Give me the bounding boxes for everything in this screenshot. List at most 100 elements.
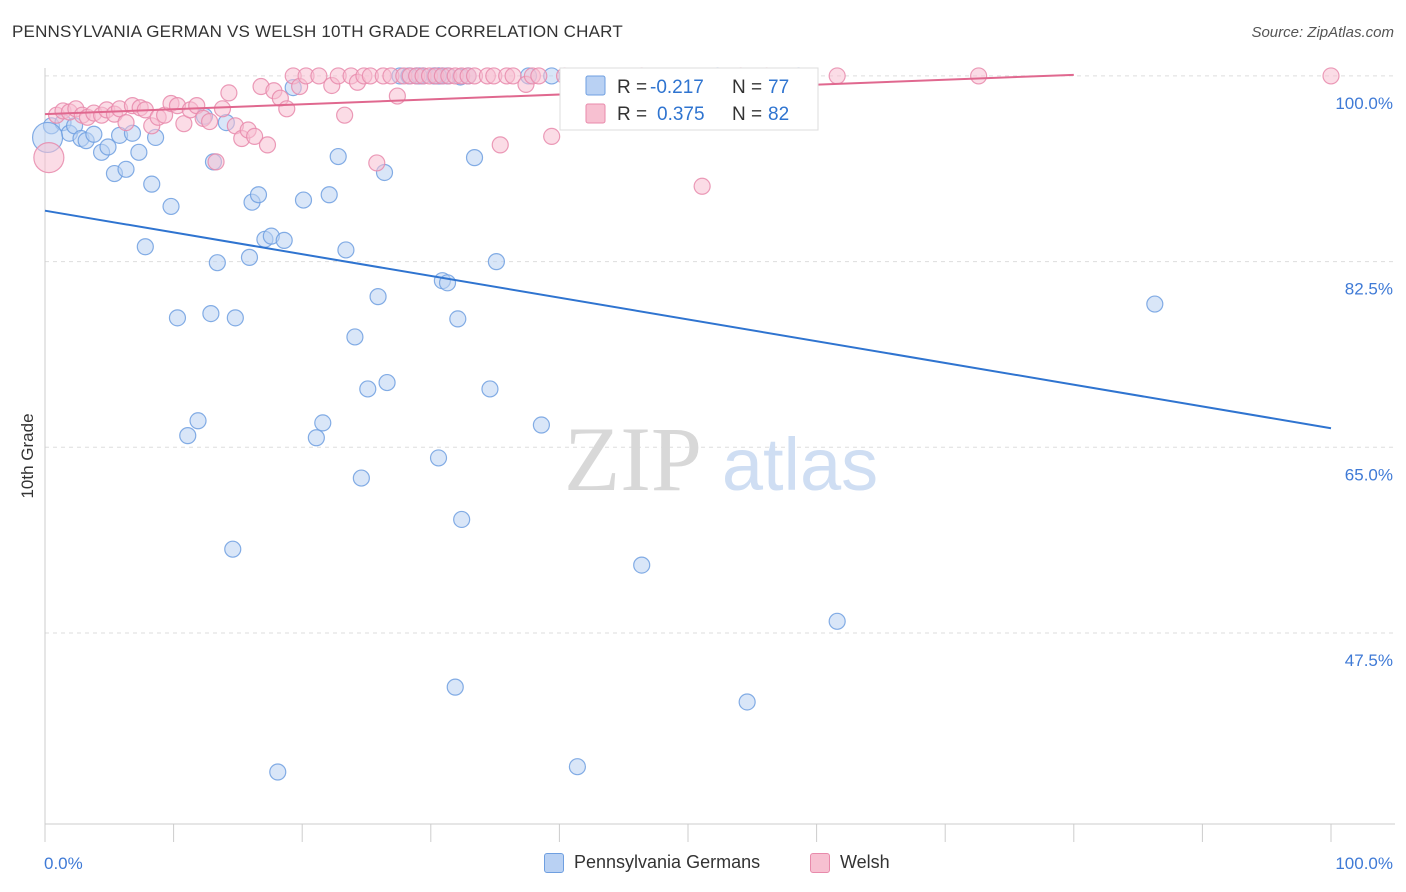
pennsylvania-trend-line xyxy=(44,209,1332,430)
welsh-point-81 xyxy=(1322,67,1340,85)
welsh-trend-line xyxy=(44,73,1074,116)
legend-item-welsh[interactable]: Welsh xyxy=(810,852,890,873)
welsh-point-73 xyxy=(543,127,561,145)
welsh-point-69 xyxy=(504,67,522,85)
pennsylvania-point-65 xyxy=(449,310,467,328)
legend-swatch-welsh xyxy=(810,852,830,873)
legend-label-pennsylvania: Pennsylvania Germans xyxy=(574,852,761,872)
tick-labels: 100.0% 82.5% 65.0% 47.5% 0.0% 100.0% xyxy=(44,94,1393,873)
grid-lines xyxy=(45,75,1395,634)
pennsylvania-point-79 xyxy=(1146,295,1164,313)
pennsylvania-point-78 xyxy=(828,612,846,630)
stats-n-value-welsh: 82 xyxy=(768,104,789,125)
welsh-point-41 xyxy=(310,67,328,85)
pennsylvania-point-21 xyxy=(189,412,207,430)
pennsylvania-point-64 xyxy=(446,678,464,696)
pennsylvania-point-19 xyxy=(202,305,220,323)
pennsylvania-point-6 xyxy=(85,125,103,143)
pennsylvania-point-34 xyxy=(275,231,293,249)
welsh-point-25 xyxy=(201,112,219,131)
legend-label-welsh: Welsh xyxy=(840,852,890,872)
y-tick-label-1: 82.5% xyxy=(1345,280,1393,299)
y-tick-label-3: 47.5% xyxy=(1345,651,1393,670)
welsh-point-34 xyxy=(258,136,277,154)
pennsylvania-point-16 xyxy=(136,238,154,256)
pennsylvania-point-28 xyxy=(240,248,259,266)
pennsylvania-point-69 xyxy=(487,253,505,271)
pennsylvania-point-40 xyxy=(329,147,347,166)
pennsylvania-point-26 xyxy=(226,309,244,327)
stats-r-label-pennsylvania: R = xyxy=(617,77,647,98)
series-legend: Pennsylvania Germans Welsh xyxy=(0,852,1406,876)
pennsylvania-point-42 xyxy=(346,328,364,346)
welsh-point-67 xyxy=(491,136,509,154)
welsh-point-0 xyxy=(33,142,65,174)
pennsylvania-point-67 xyxy=(465,149,484,167)
axes xyxy=(44,68,1395,842)
stats-swatch-welsh xyxy=(585,103,606,124)
y-tick-label-2: 65.0% xyxy=(1345,465,1393,484)
stats-n-value-pennsylvania: 77 xyxy=(768,77,789,98)
welsh-point-76 xyxy=(693,177,711,195)
pennsylvania-point-76 xyxy=(738,693,756,711)
welsh-point-12 xyxy=(117,114,135,132)
chart-title: PENNSYLVANIA GERMAN VS WELSH 10TH GRADE … xyxy=(12,22,623,41)
legend-swatch-pennsylvania xyxy=(544,852,564,873)
pennsylvania-point-27 xyxy=(224,540,242,558)
source-label: Source: ZipAtlas.com xyxy=(1251,24,1394,41)
pennsylvania-point-43 xyxy=(352,469,370,487)
y-tick-label-0: 100.0% xyxy=(1335,94,1393,113)
pennsylvania-point-71 xyxy=(532,416,550,434)
pennsylvania-point-36 xyxy=(294,191,313,209)
stats-r-label-welsh: R = xyxy=(617,104,647,125)
welsh-point-44 xyxy=(336,106,354,124)
stats-n-label-pennsylvania: N = xyxy=(732,77,762,98)
legend-item-pennsylvania[interactable]: Pennsylvania Germans xyxy=(544,852,760,873)
welsh-point-49 xyxy=(368,154,386,172)
pennsylvania-point-8 xyxy=(99,138,117,156)
x-tick-label-1: 100.0% xyxy=(1335,854,1393,873)
watermark: ZIP atlas xyxy=(564,408,878,510)
data-points xyxy=(31,67,1340,781)
pennsylvania-point-73 xyxy=(568,758,587,776)
watermark-zip: ZIP xyxy=(564,408,702,510)
pennsylvania-point-13 xyxy=(130,143,148,161)
stats-swatch-pennsylvania xyxy=(585,75,606,96)
welsh-point-21 xyxy=(175,115,193,133)
pennsylvania-point-17 xyxy=(162,197,180,216)
stats-r-value-welsh: 0.375 xyxy=(657,104,705,125)
welsh-point-32 xyxy=(246,127,264,145)
y-axis-label: 10th Grade xyxy=(18,413,37,498)
trend-lines xyxy=(44,73,1332,430)
welsh-point-26 xyxy=(207,153,225,171)
welsh-point-79 xyxy=(828,67,846,85)
pennsylvania-point-20 xyxy=(179,427,197,445)
x-tick-label-0: 0.0% xyxy=(44,854,83,873)
pennsylvania-point-41 xyxy=(337,241,355,259)
welsh-point-27 xyxy=(213,100,232,118)
pennsylvania-point-68 xyxy=(481,380,499,398)
stats-r-value-pennsylvania: -0.217 xyxy=(650,77,704,98)
welsh-point-37 xyxy=(278,100,296,118)
pennsylvania-point-18 xyxy=(168,309,187,327)
pennsylvania-point-33 xyxy=(269,763,287,781)
welsh-point-72 xyxy=(530,67,548,85)
pennsylvania-point-74 xyxy=(633,556,651,574)
pennsylvania-point-39 xyxy=(320,186,338,204)
watermark-atlas: atlas xyxy=(722,423,878,506)
pennsylvania-point-24 xyxy=(208,254,226,272)
stats-n-label-welsh: N = xyxy=(732,104,762,125)
pennsylvania-point-37 xyxy=(307,429,325,447)
pennsylvania-point-45 xyxy=(369,288,387,306)
welsh-point-80 xyxy=(970,67,988,85)
pennsylvania-point-44 xyxy=(359,380,377,398)
pennsylvania-point-61 xyxy=(429,449,448,467)
pennsylvania-point-30 xyxy=(249,186,268,204)
pennsylvania-point-38 xyxy=(314,414,332,432)
pennsylvania-point-11 xyxy=(117,160,135,178)
pennsylvania-point-14 xyxy=(143,175,161,193)
stats-legend: R = -0.217 N = 77 R = 0.375 N = 82 xyxy=(559,67,819,131)
pennsylvania-point-66 xyxy=(453,510,471,529)
welsh-point-28 xyxy=(220,84,238,102)
